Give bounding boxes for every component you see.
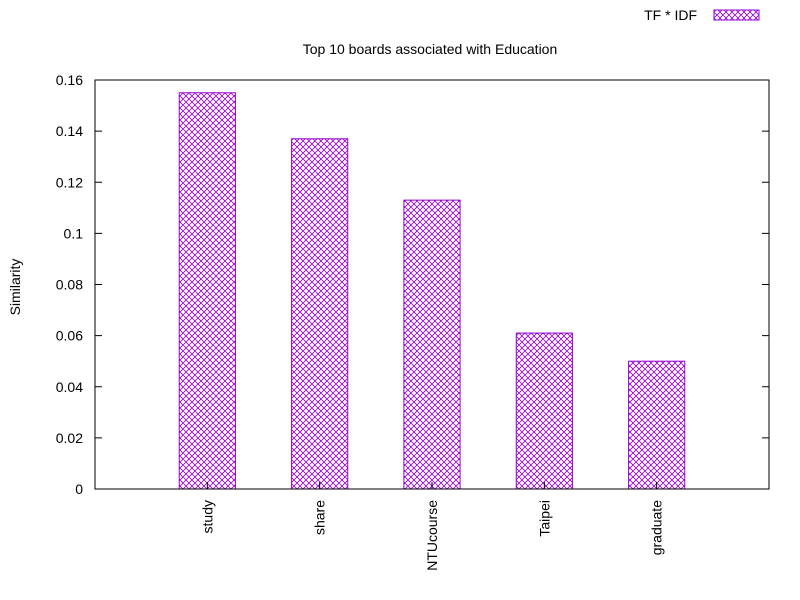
x-tick-label: share [312, 500, 328, 535]
bar-share [291, 138, 349, 490]
y-tick-label: 0.06 [56, 328, 83, 344]
chart-title: Top 10 boards associated with Education [303, 41, 558, 57]
plot-frame [94, 79, 770, 490]
bar-study [178, 92, 236, 490]
y-axis-ticks: 0 0.02 0.04 0.06 0.08 0.1 0.12 0.14 0.16 [56, 72, 769, 497]
y-tick-label: 0.02 [56, 430, 83, 446]
y-tick-label: 0.16 [56, 72, 83, 88]
bars-group [178, 92, 686, 490]
y-tick-label: 0.08 [56, 277, 83, 293]
y-axis-label: Similarity [7, 259, 23, 316]
bar-NTUcourse [403, 199, 461, 490]
y-tick-label: 0.14 [56, 123, 83, 139]
x-tick-label: Taipei [536, 500, 552, 537]
x-tick-label: NTUcourse [424, 500, 440, 571]
legend: TF * IDF [644, 7, 760, 23]
y-tick-label: 0.04 [56, 379, 83, 395]
x-tick-label: study [199, 500, 215, 533]
y-tick-label: 0 [75, 481, 83, 497]
legend-label: TF * IDF [644, 7, 697, 23]
bar-Taipei [515, 332, 573, 490]
y-tick-label: 0.1 [64, 225, 84, 241]
bar-graduate [628, 360, 686, 490]
legend-swatch [713, 9, 760, 21]
y-tick-label: 0.12 [56, 174, 83, 190]
x-tick-label: graduate [649, 500, 665, 555]
x-axis-ticks: study share NTUcourse Taipei graduate [199, 482, 665, 571]
